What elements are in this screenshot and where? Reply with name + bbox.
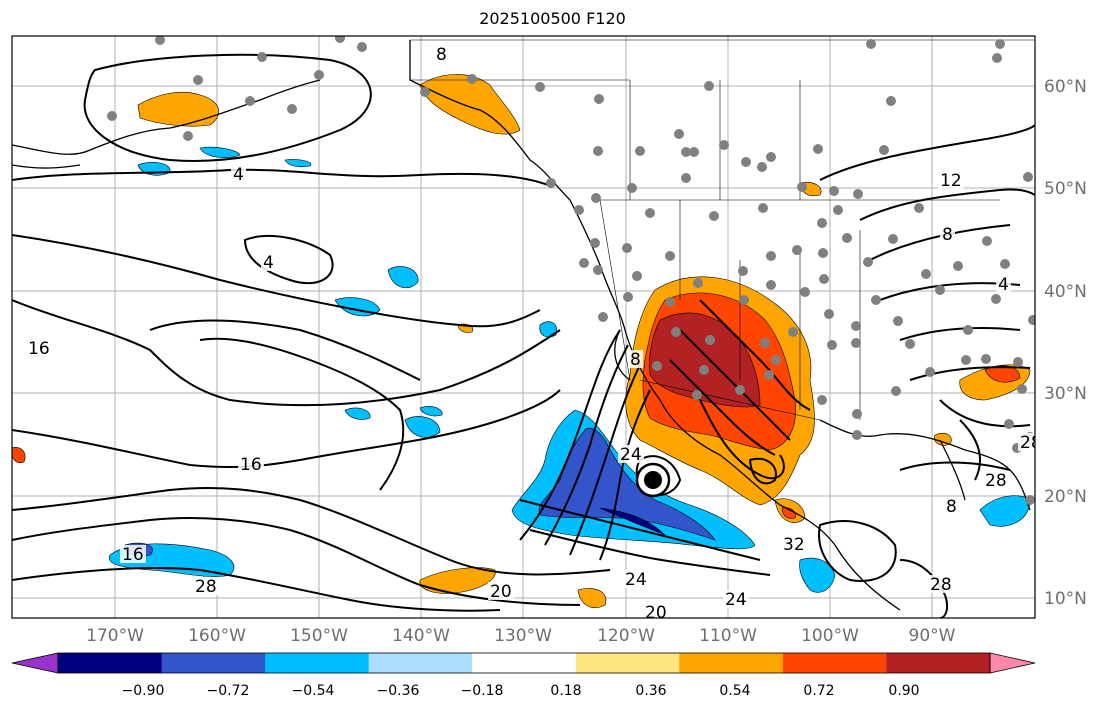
lat-label: 10°N xyxy=(1044,589,1087,609)
contour-label-bg xyxy=(928,575,954,593)
lon-label: 160°W xyxy=(188,626,246,646)
contour-label-bg xyxy=(643,603,669,618)
lat-label: 40°N xyxy=(1044,282,1087,302)
contour-label-bg xyxy=(261,253,276,271)
colorbar-tick-label: −0.90 xyxy=(121,683,165,699)
colorbar-tick-label: 0.36 xyxy=(635,683,667,699)
colorbar-segment xyxy=(679,653,784,673)
colorbar-segment xyxy=(161,653,266,673)
contour-label: 8 xyxy=(630,350,641,370)
contour-label: 28 xyxy=(930,575,952,595)
contour-label: 20 xyxy=(490,582,512,602)
colorbar-extend-max xyxy=(989,652,1036,674)
colorbar-tick-label: −0.72 xyxy=(206,683,250,699)
contour-label: 20 xyxy=(645,603,667,623)
colorbar-tick-label: −0.18 xyxy=(460,683,504,699)
colorbar-segment xyxy=(58,653,163,673)
contour-label: 8 xyxy=(942,225,953,245)
colorbar-tick-label: −0.36 xyxy=(376,683,420,699)
lon-label: 170°W xyxy=(86,626,144,646)
lat-label: 20°N xyxy=(1044,487,1087,507)
map-title: 2025100500 F120 xyxy=(479,9,626,28)
lon-label: 100°W xyxy=(801,626,859,646)
contour-label-bg xyxy=(1018,433,1035,451)
contour-label-bg xyxy=(781,535,807,553)
contour-label: 24 xyxy=(625,570,647,590)
contour-label-bg xyxy=(618,445,644,463)
colorbar-segment xyxy=(782,653,887,673)
contour-label: 28 xyxy=(985,471,1007,491)
contour-lines xyxy=(12,53,1035,618)
contour-label: 28 xyxy=(1020,433,1042,453)
contour-label: 28 xyxy=(195,577,217,597)
contour-label: 24 xyxy=(620,445,642,465)
contour-label-bg xyxy=(231,165,246,183)
contour-label-bg xyxy=(488,582,514,600)
colorbar-segment xyxy=(368,653,473,673)
colorbar-tick-label: 0.72 xyxy=(803,683,835,699)
lon-label: 110°W xyxy=(699,626,757,646)
storm-center-marker xyxy=(635,462,671,498)
colorbar-frame xyxy=(57,652,991,674)
lat-label: 50°N xyxy=(1044,179,1087,199)
lat-label: 30°N xyxy=(1044,384,1087,404)
contour-label-bg xyxy=(26,339,52,357)
contour-label-bg xyxy=(193,577,219,595)
contour-label: 4 xyxy=(998,275,1009,295)
contour-label: 16 xyxy=(122,545,144,565)
colorbar xyxy=(11,652,1036,674)
colorbar-extend-min xyxy=(11,652,59,674)
colorbar-segment xyxy=(472,653,577,673)
contour-label-bg xyxy=(944,497,959,515)
contour-label-bg xyxy=(238,455,264,473)
contour-label: 12 xyxy=(940,171,962,191)
lon-label: 120°W xyxy=(597,626,655,646)
lon-label: 90°W xyxy=(908,626,956,646)
colorbar-tick-label: 0.90 xyxy=(888,683,920,699)
colorbar-segment xyxy=(575,653,680,673)
contour-label: 16 xyxy=(240,455,262,475)
colorbar-segment xyxy=(886,653,991,673)
contour-label: 24 xyxy=(725,590,747,610)
lon-label: 150°W xyxy=(290,626,348,646)
contour-label-bg xyxy=(940,225,955,243)
colorbar-tick-label: 0.54 xyxy=(719,683,751,699)
contour-label: 8 xyxy=(946,497,957,517)
contour-label-bg xyxy=(996,275,1011,293)
contour-label-bg xyxy=(434,45,449,63)
contour-label: 32 xyxy=(783,535,805,555)
contour-label: 4 xyxy=(233,165,244,185)
colorbar-tick-label: 0.18 xyxy=(550,683,582,699)
contour-labels: 8 4 4 12 8 4 16 16 8 28 24 20 20 24 32 24 28 28 28 8 16 xyxy=(26,45,1042,623)
contour-label-bg xyxy=(628,350,643,368)
contour-label-bg xyxy=(938,171,964,189)
plot-frame xyxy=(11,35,1036,619)
lon-label: 140°W xyxy=(392,626,450,646)
contour-label: 4 xyxy=(263,253,274,273)
contour-label-bg xyxy=(723,590,749,608)
contour-label-bg xyxy=(983,471,1009,489)
contour-label: 16 xyxy=(28,339,50,359)
lon-label: 130°W xyxy=(494,626,552,646)
contour-label: 8 xyxy=(436,45,447,65)
colorbar-segment xyxy=(265,653,370,673)
lat-label: 60°N xyxy=(1044,77,1087,97)
station-markers xyxy=(107,36,1035,505)
contour-label-bg xyxy=(623,570,649,588)
contour-label-bg xyxy=(120,545,146,563)
colorbar-tick-label: −0.54 xyxy=(291,683,335,699)
